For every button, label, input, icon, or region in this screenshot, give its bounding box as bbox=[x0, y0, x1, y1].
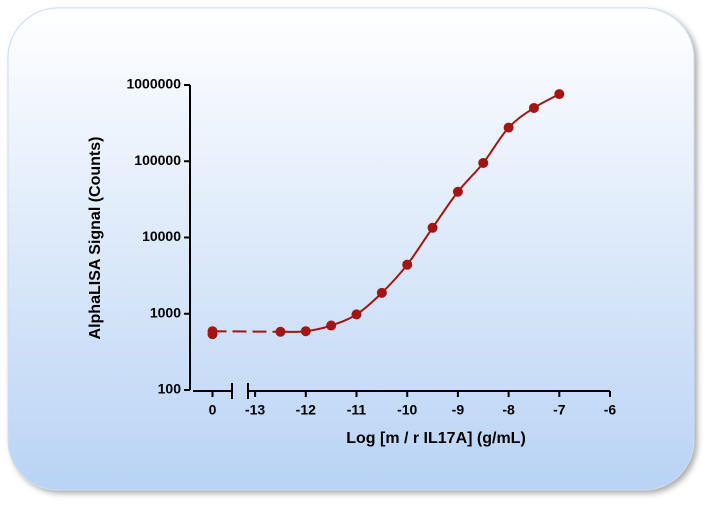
point bbox=[427, 222, 438, 233]
point bbox=[478, 157, 489, 168]
x-tick-label: -8 bbox=[502, 402, 515, 418]
y-tick-label: 10000 bbox=[142, 228, 181, 244]
x-axis-title: Log [m / r IL17A] (g/mL) bbox=[346, 430, 526, 447]
y-tick-label: 100000 bbox=[134, 152, 181, 168]
point bbox=[326, 320, 337, 331]
x-tick-label: -9 bbox=[452, 402, 465, 418]
point bbox=[376, 287, 387, 298]
x-tick-label: -13 bbox=[245, 402, 265, 418]
panel bbox=[7, 7, 695, 491]
x-tick-label: -11 bbox=[347, 402, 367, 418]
x-tick-label: -10 bbox=[397, 402, 417, 418]
point bbox=[528, 102, 539, 113]
y-tick-label: 1000000 bbox=[126, 76, 181, 92]
point bbox=[275, 326, 286, 337]
connector bbox=[212, 330, 281, 333]
y-axis-title: AlphaLISA Signal (Counts) bbox=[87, 137, 104, 340]
x-tick-label: 0 bbox=[209, 402, 217, 418]
x-tick-label: -12 bbox=[296, 402, 316, 418]
point bbox=[351, 309, 362, 320]
point bbox=[452, 186, 463, 197]
y-tick-label: 1000 bbox=[150, 304, 181, 320]
point bbox=[402, 259, 413, 270]
point bbox=[503, 122, 514, 133]
point bbox=[207, 329, 218, 340]
x-tick-label: -6 bbox=[604, 402, 617, 418]
point bbox=[300, 326, 311, 337]
y-tick-label: 100 bbox=[158, 381, 182, 397]
x-tick-label: -7 bbox=[553, 402, 566, 418]
point bbox=[554, 89, 565, 100]
